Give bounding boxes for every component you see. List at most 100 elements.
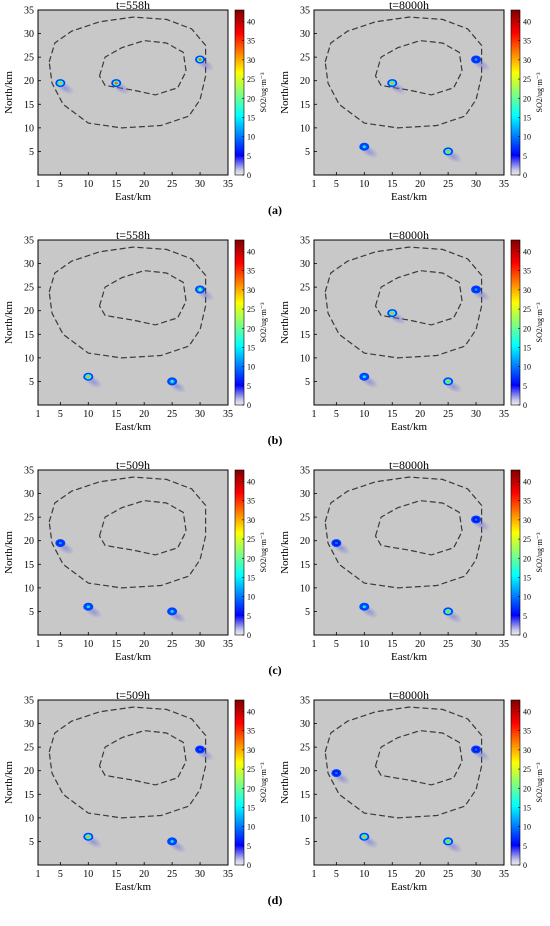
panel-title: t=8000h [389,0,429,12]
y-tick-label: 25 [24,743,34,754]
y-tick-label: 15 [24,100,34,111]
x-tick-label: 15 [387,179,397,190]
y-tick-label: 30 [24,719,34,730]
y-tick-label: 20 [300,536,310,547]
outer-contour [324,246,483,359]
plume-core [170,840,174,843]
plot-frame [313,239,505,406]
x-tick-label: 10 [83,409,93,420]
colorbar-tick-label: 0 [247,631,251,640]
x-tick-label: 30 [195,869,205,880]
x-tick-label: 20 [415,179,425,190]
y-tick-label: 15 [300,790,310,801]
y-tick-label: 30 [300,489,310,500]
colorbar-tick-label: 15 [247,803,255,812]
plume-core [446,840,450,843]
plume-core [58,81,62,85]
plume-core [170,380,174,383]
plume-core [86,375,90,379]
plume-4 [443,147,463,164]
plume-core [58,541,62,545]
x-tick-label: 20 [415,639,425,650]
plume-core [474,288,478,291]
y-tick-label: 30 [300,29,310,40]
x-tick-label: 5 [58,409,63,420]
y-tick-label: 25 [300,283,310,294]
plume-core [390,81,394,85]
y-tick-label: 35 [24,6,34,17]
x-tick-label: 35 [499,639,509,650]
x-tick-label: 20 [139,639,149,650]
x-tick-label: 35 [499,409,509,420]
plume-3 [167,607,187,624]
outer-contour [324,476,483,589]
y-axis-label: North/km [279,531,291,574]
y-axis-label: North/km [279,71,291,114]
panel-title: t=558h [116,228,150,242]
x-tick-label: 10 [83,869,93,880]
x-axis-label: East/km [391,651,427,663]
panel-title: t=509h [116,458,150,472]
plume-core [198,288,202,291]
colorbar-tick-label: 25 [247,75,255,84]
plume-3 [359,832,379,849]
y-tick-label: 25 [24,53,34,64]
plume-core [362,835,366,839]
y-tick-label: 10 [24,123,34,134]
x-tick-label: 35 [223,639,233,650]
plume-1 [55,79,75,95]
colorbar-tick-label: 5 [247,612,251,621]
colorbar-tick-label: 35 [247,727,255,736]
colorbar [234,469,245,636]
y-tick-label: 35 [300,466,310,477]
colorbar-tick-label: 25 [523,765,531,774]
plume-core [446,610,450,613]
y-axis-label: North/km [3,531,15,574]
y-tick-label: 35 [300,696,310,707]
x-tick-label: 30 [195,639,205,650]
x-tick-label: 25 [167,409,177,420]
x-tick-label: 10 [359,179,369,190]
y-tick-label: 35 [300,236,310,247]
plot-frame [37,239,229,406]
colorbar-tick-label: 15 [523,113,531,122]
colorbar-tick-label: 35 [247,497,255,506]
x-tick-label: 20 [415,869,425,880]
colorbar-tick-label: 30 [523,56,531,65]
x-tick-label: 30 [471,409,481,420]
subfigure-label: (b) [268,433,283,447]
colorbar-tick-label: 10 [523,363,531,372]
colorbar-label: SO2/ug·m⁻³ [259,302,268,343]
colorbar-tick-label: 15 [523,803,531,812]
colorbar-tick-label: 40 [247,478,255,487]
x-tick-label: 30 [195,409,205,420]
y-tick-label: 5 [305,837,310,848]
x-tick-label: 15 [387,869,397,880]
colorbar-tick-label: 35 [247,37,255,46]
y-tick-label: 10 [24,813,34,824]
plume-4 [443,377,463,394]
colorbar-tick-label: 0 [523,401,527,410]
plume-core [170,610,174,613]
x-axis-label: East/km [115,421,151,433]
x-axis-label: East/km [115,191,151,203]
y-tick-label: 30 [300,719,310,730]
colorbar-tick-label: 20 [523,554,531,563]
colorbar-tick-label: 5 [247,152,251,161]
x-tick-label: 1 [312,639,317,650]
plot-frame [37,699,229,866]
plume-core [474,748,478,751]
x-tick-label: 1 [312,179,317,190]
plume-3 [359,142,379,159]
x-tick-label: 35 [223,179,233,190]
colorbar [510,239,521,406]
colorbar-tick-label: 5 [523,152,527,161]
inner-contour [98,729,187,786]
panel-title: t=558h [116,0,150,12]
plot-frame [313,9,505,176]
x-tick-label: 10 [359,409,369,420]
x-tick-label: 1 [36,409,41,420]
plume-1 [387,309,407,325]
